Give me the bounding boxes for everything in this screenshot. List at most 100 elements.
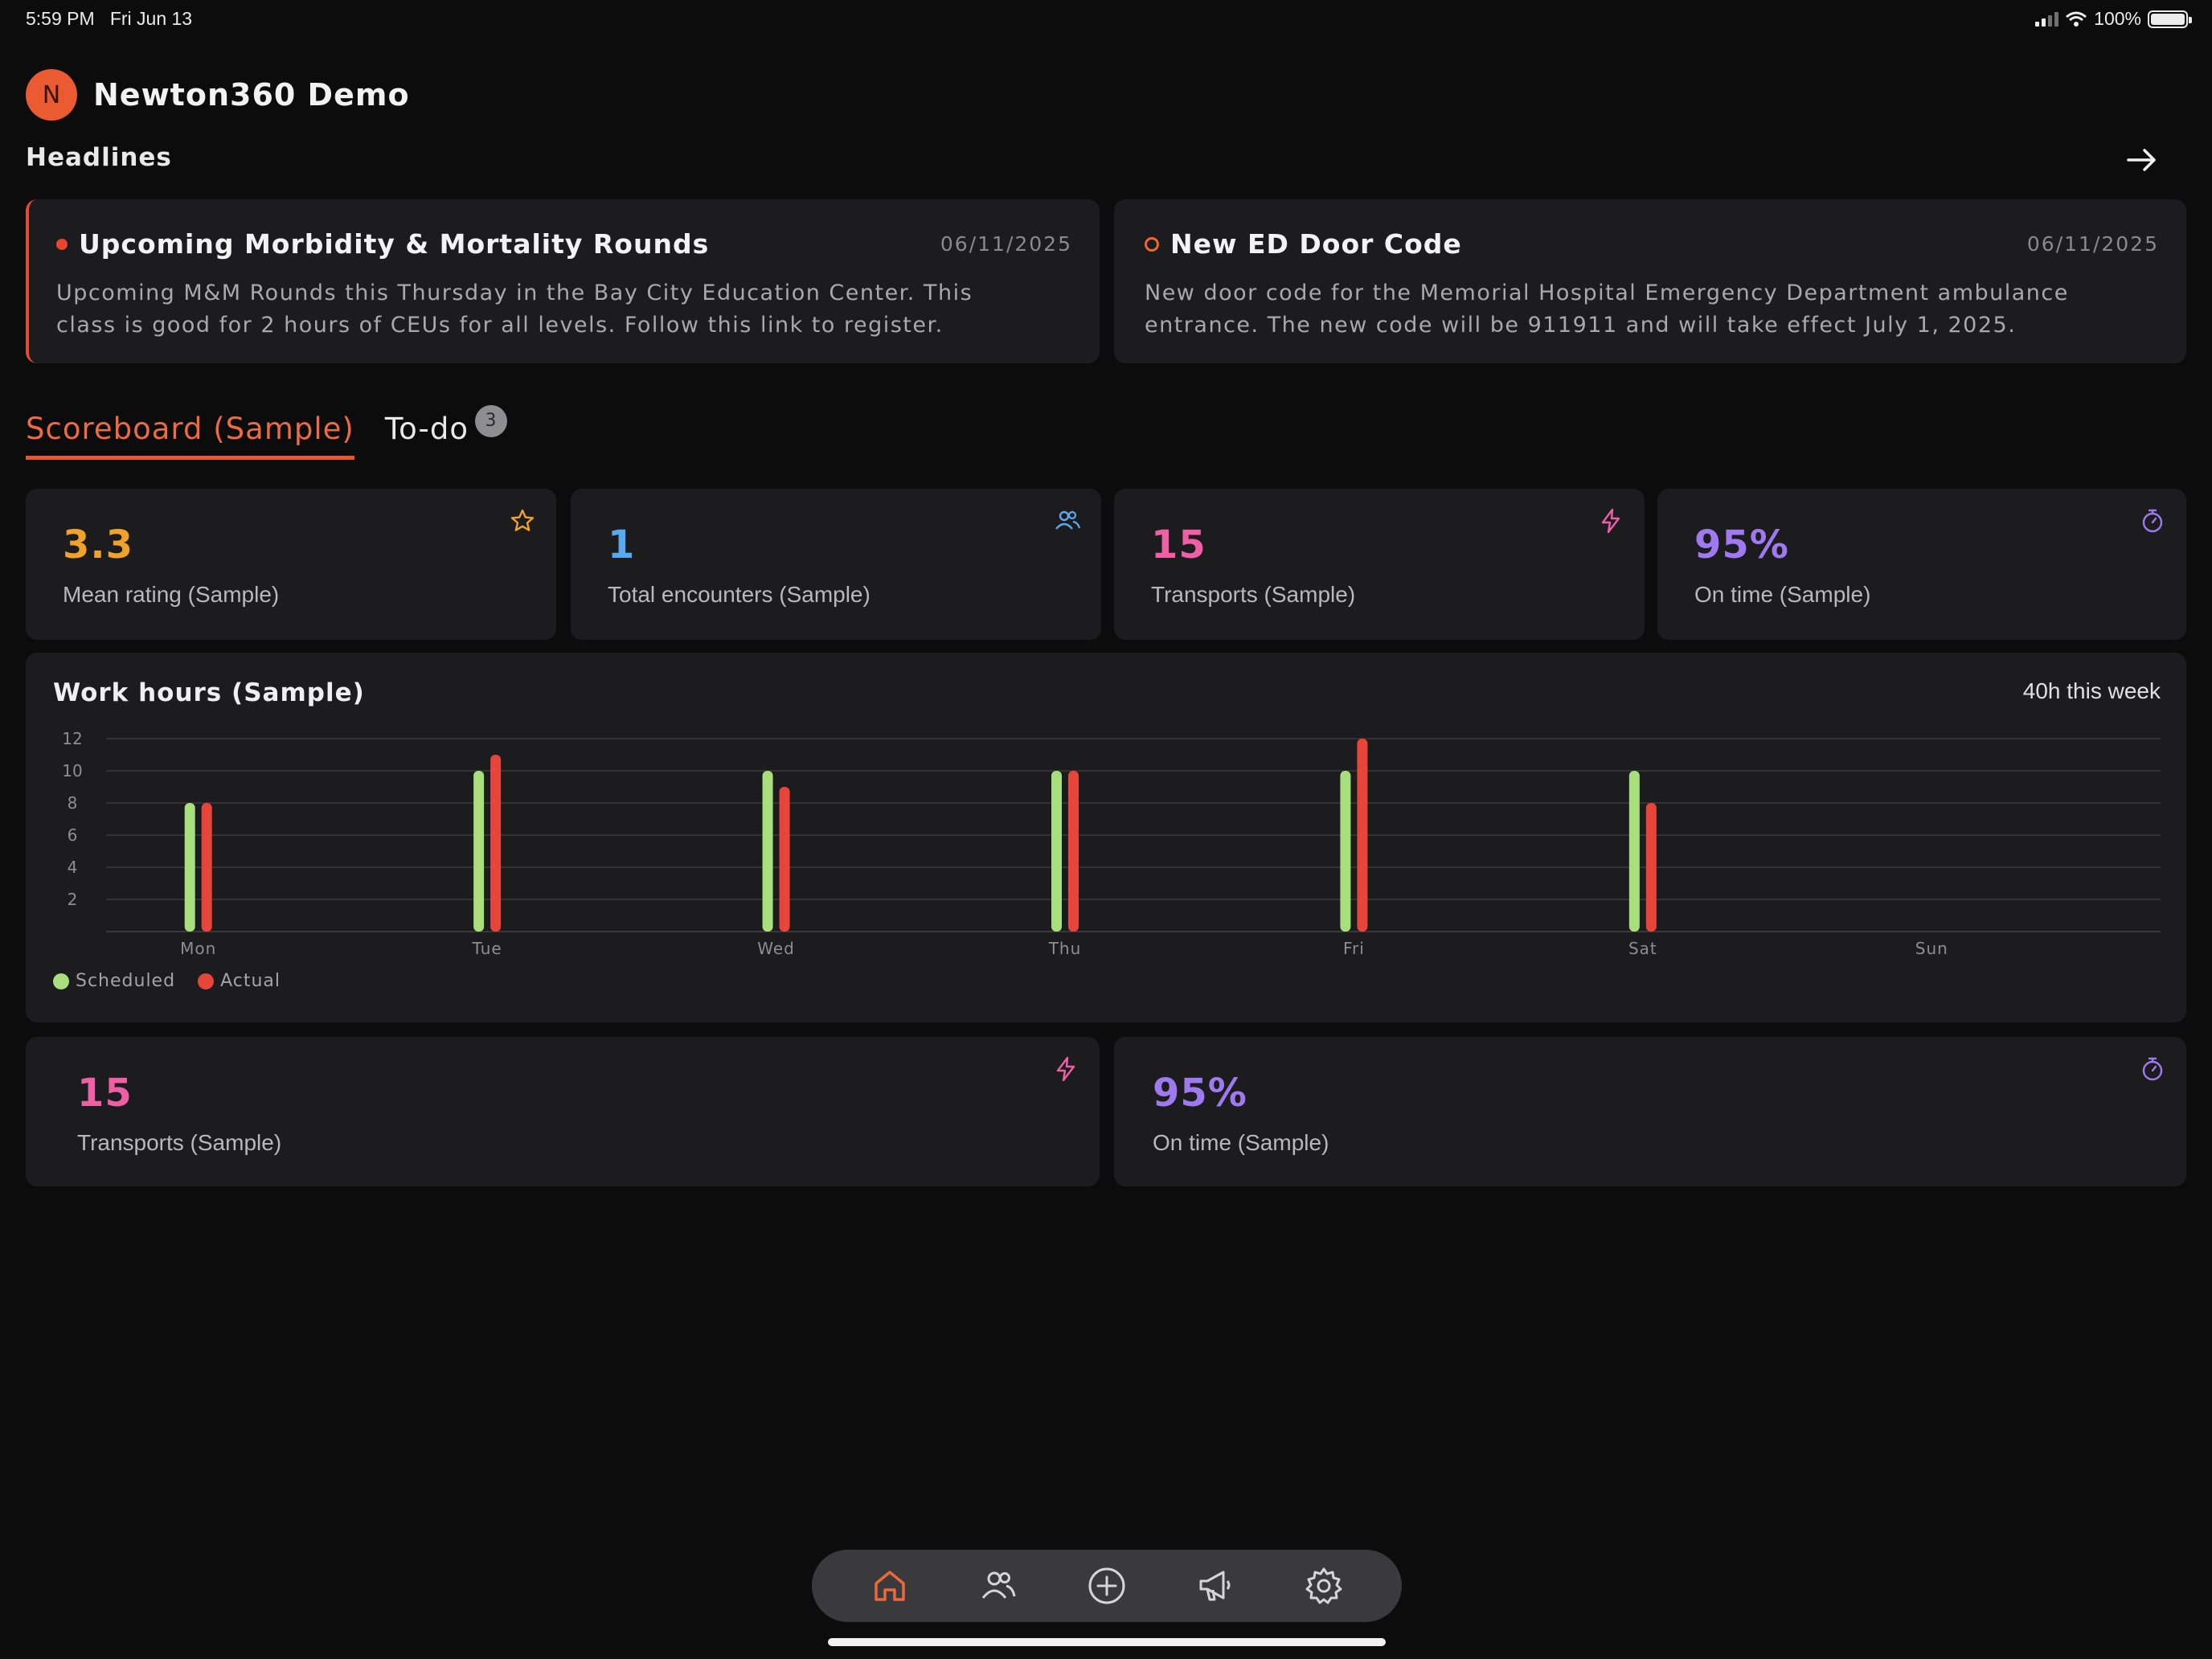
stopwatch-icon: [2142, 1057, 2163, 1081]
home-icon: [875, 1571, 906, 1601]
legend-item-actual: Actual: [198, 971, 281, 991]
stat-value: 95%: [1153, 1071, 1247, 1116]
status-date: Fri Jun 13: [109, 8, 193, 29]
headline-title-text: New ED Door Code: [1170, 228, 1462, 260]
bar-actual-mon: [201, 803, 212, 932]
bar-actual-tue: [490, 755, 502, 932]
x-tick-label: Fri: [1343, 939, 1365, 958]
stat-card-transports[interactable]: 15 Transports (Sample): [1114, 489, 1645, 640]
headline-title: Upcoming Morbidity & Mortality Rounds: [56, 228, 709, 260]
users-icon: [1055, 510, 1081, 530]
app-title: Newton360 Demo: [93, 77, 410, 113]
headline-title-text: Upcoming Morbidity & Mortality Rounds: [79, 228, 710, 260]
work-hours-chart: 2 4 6 8 10 12 Mon Tue Wed Thu Fri Sat Sun: [62, 729, 2161, 958]
headline-title: New ED Door Code: [1145, 228, 1462, 260]
bar-scheduled-sat: [1628, 771, 1640, 932]
todo-count-badge: 3: [474, 404, 507, 437]
headlines-title: Headlines: [26, 143, 172, 172]
stat-value: 3.3: [63, 522, 134, 567]
x-tick-label: Sun: [1915, 939, 1948, 958]
work-hours-card: Work hours (Sample) 40h this week 2 4 6 8 10…: [26, 653, 2186, 1022]
bar-scheduled-tue: [473, 771, 485, 932]
nav-announcements[interactable]: [1191, 1562, 1239, 1610]
stat-card-encounters[interactable]: 1 Total encounters (Sample): [571, 489, 1101, 640]
y-tick-label: 12: [62, 729, 82, 748]
headline-body-line: Upcoming M&M Rounds this Thursday in the…: [56, 281, 973, 305]
bar-actual-sat: [1645, 803, 1657, 932]
stat-value: 1: [608, 522, 636, 567]
lightning-icon: [1601, 508, 1620, 534]
read-dot-icon: [1145, 236, 1159, 252]
status-time: 5:59 PM: [26, 8, 95, 29]
stat-label: Transports (Sample): [1151, 582, 1356, 607]
bar-scheduled-mon: [184, 803, 195, 932]
app-header: N Newton360 Demo: [26, 69, 410, 121]
bar-actual-thu: [1068, 771, 1079, 932]
stat-card-transports-large[interactable]: 15 Transports (Sample): [26, 1037, 1100, 1186]
nav-settings[interactable]: [1300, 1562, 1348, 1610]
x-tick-label: Sat: [1628, 939, 1657, 958]
chart-legend: Scheduled Actual: [53, 971, 281, 991]
bar-scheduled-thu: [1051, 771, 1062, 932]
nav-team[interactable]: [974, 1562, 1022, 1610]
x-tick-label: Thu: [1048, 939, 1082, 958]
stat-label: Transports (Sample): [77, 1130, 282, 1155]
tab-todo-label: To-do: [384, 412, 469, 446]
headline-card-2[interactable]: New ED Door Code 06/11/2025 New door cod…: [1114, 199, 2186, 363]
headline-body-line: class is good for 2 hours of CEUs for al…: [56, 313, 944, 338]
stat-card-on-time-large[interactable]: 95% On time (Sample): [1114, 1037, 2186, 1186]
weekly-hours-summary: 40h this week: [2022, 678, 2161, 703]
tab-scoreboard[interactable]: Scoreboard (Sample): [26, 412, 354, 460]
lightning-icon: [1056, 1056, 1075, 1082]
legend-label: Scheduled: [76, 971, 176, 991]
avatar[interactable]: N: [26, 69, 77, 121]
stat-label: On time (Sample): [1694, 582, 1871, 607]
y-tick-label: 4: [68, 858, 78, 877]
home-indicator: [828, 1638, 1386, 1646]
x-tick-label: Wed: [757, 939, 795, 958]
legend-item-scheduled: Scheduled: [53, 971, 175, 991]
x-tick-label: Mon: [180, 939, 216, 958]
signal-icon: [2035, 11, 2059, 27]
bar-scheduled-fri: [1340, 771, 1351, 932]
bar-actual-wed: [779, 787, 790, 932]
tab-todo[interactable]: To-do 3: [384, 404, 507, 456]
status-bar: 5:59 PM Fri Jun 13 100%: [26, 8, 2192, 35]
headline-card-1[interactable]: Upcoming Morbidity & Mortality Rounds 06…: [26, 199, 1100, 363]
stat-card-on-time[interactable]: 95% On time (Sample): [1657, 489, 2186, 640]
battery-icon: [2148, 10, 2192, 28]
legend-swatch: [53, 973, 69, 989]
y-tick-label: 2: [68, 890, 78, 909]
headline-body-line: entrance. The new code will be 911911 an…: [1145, 313, 2017, 338]
headline-date: 06/11/2025: [2026, 232, 2159, 256]
tab-bar: Scoreboard (Sample) To-do 3: [26, 404, 507, 460]
stat-label: On time (Sample): [1153, 1130, 1329, 1155]
stopwatch-icon: [2142, 509, 2163, 533]
battery-percent: 100%: [2094, 8, 2141, 29]
status-time-date: 5:59 PM Fri Jun 13: [26, 8, 192, 30]
y-tick-label: 10: [62, 761, 82, 780]
chart-title: Work hours (Sample): [53, 678, 365, 707]
team-icon: [982, 1571, 1016, 1599]
stat-label: Mean rating (Sample): [63, 582, 280, 607]
headline-body: Upcoming M&M Rounds this Thursday in the…: [56, 277, 1072, 342]
announcements-icon: [1199, 1571, 1231, 1601]
bottom-nav: [812, 1550, 1402, 1622]
bar-actual-fri: [1357, 739, 1368, 932]
stat-card-mean-rating[interactable]: 3.3 Mean rating (Sample): [26, 489, 556, 640]
star-icon: [510, 509, 535, 531]
y-tick-label: 6: [68, 825, 78, 845]
arrow-right-icon[interactable]: [2124, 141, 2161, 178]
stat-value: 15: [77, 1071, 133, 1116]
add-icon: [1088, 1567, 1125, 1604]
status-indicators: 100%: [2035, 8, 2192, 30]
x-tick-label: Tue: [472, 939, 502, 958]
headline-body-line: New door code for the Memorial Hospital …: [1145, 281, 2069, 305]
legend-swatch: [198, 973, 215, 989]
nav-home[interactable]: [866, 1562, 914, 1610]
stat-label: Total encounters (Sample): [608, 582, 870, 607]
wifi-icon: [2066, 11, 2087, 27]
nav-add[interactable]: [1083, 1562, 1131, 1610]
headline-date: 06/11/2025: [940, 232, 1072, 256]
y-tick-label: 8: [68, 793, 78, 813]
